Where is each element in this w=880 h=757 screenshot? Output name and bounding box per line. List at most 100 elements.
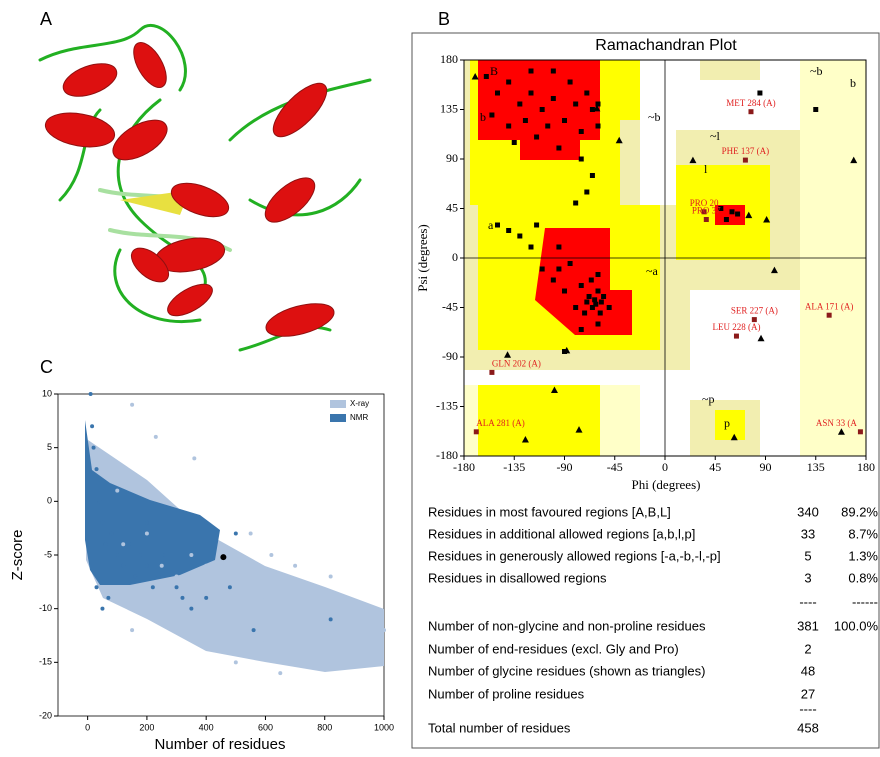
outlier-point — [748, 109, 753, 114]
residue-point — [556, 245, 561, 250]
y-tick-label: -20 — [39, 710, 52, 720]
helices — [43, 37, 338, 342]
region-label: B — [490, 64, 498, 78]
residue-point — [735, 212, 740, 217]
y-tick-label: -45 — [442, 299, 458, 313]
residue-point — [506, 80, 511, 85]
point — [175, 628, 179, 632]
point — [228, 585, 232, 589]
region-label: ~a — [646, 264, 658, 278]
outlier-point — [858, 429, 863, 434]
residue-point — [534, 135, 539, 140]
table-label: Residues in most favoured regions [A,B,L… — [428, 504, 671, 519]
residue-point — [529, 69, 534, 74]
x-tick-label: 200 — [139, 722, 154, 732]
residue-point — [596, 124, 601, 129]
point — [139, 553, 143, 557]
table-label: Number of glycine residues (shown as tri… — [428, 663, 705, 678]
table-percent: 1.3% — [848, 548, 878, 563]
y-tick-label: -5 — [44, 549, 52, 559]
point — [278, 671, 282, 675]
point — [121, 542, 125, 546]
point — [308, 617, 312, 621]
residue-point — [568, 80, 573, 85]
residue-point — [551, 278, 556, 283]
point — [109, 532, 113, 536]
residue-point — [593, 302, 598, 307]
x-tick-label: -90 — [557, 460, 573, 474]
residue-point — [592, 297, 597, 302]
point — [121, 564, 125, 568]
point — [145, 607, 149, 611]
point — [145, 521, 149, 525]
table-label: Residues in generously allowed regions [… — [428, 548, 721, 563]
point — [323, 660, 327, 664]
point — [234, 628, 238, 632]
x-tick-label: 400 — [199, 722, 214, 732]
y-tick-label: 5 — [47, 442, 52, 452]
residue-point — [573, 102, 578, 107]
canvas: A B C B b ~b a ~a l ~l p ~p ~b b Ramacha… — [0, 0, 880, 757]
point — [163, 553, 167, 557]
point — [323, 607, 327, 611]
table-count: 33 — [801, 526, 815, 541]
table-label: Total number of residues — [428, 720, 571, 735]
y-tick-label: 0 — [452, 250, 458, 264]
table-count: 381 — [797, 618, 819, 633]
point — [175, 574, 179, 578]
residue-point — [599, 300, 604, 305]
point — [204, 639, 208, 643]
residue-point — [584, 300, 589, 305]
outlier-point — [827, 313, 832, 318]
residue-point — [724, 217, 729, 222]
residue-point — [598, 311, 603, 316]
residue-point — [551, 69, 556, 74]
residue-point — [582, 311, 587, 316]
outlier-point — [704, 217, 709, 222]
y-tick-label: 90 — [446, 151, 458, 165]
point — [234, 660, 238, 664]
point — [100, 521, 104, 525]
point — [180, 596, 184, 600]
x-tick-label: 180 — [857, 460, 875, 474]
point — [382, 628, 386, 632]
point — [210, 585, 214, 589]
point — [160, 564, 164, 568]
legend-label: X-ray — [350, 399, 369, 408]
y-tick-label: -180 — [436, 448, 458, 462]
point — [249, 585, 253, 589]
point — [278, 585, 282, 589]
highlight-point — [220, 554, 226, 560]
x-axis-label: Number of residues — [155, 736, 286, 753]
outlier-point — [474, 429, 479, 434]
point — [293, 650, 297, 654]
x-tick-label: 135 — [807, 460, 825, 474]
residue-point — [579, 157, 584, 162]
region-label: p — [724, 416, 730, 430]
residue-point — [545, 124, 550, 129]
point — [252, 628, 256, 632]
point — [130, 403, 134, 407]
region-label: ~p — [702, 392, 715, 406]
point — [367, 639, 371, 643]
x-tick-label: 90 — [760, 460, 772, 474]
residue-point — [587, 294, 592, 299]
point — [97, 499, 101, 503]
region-label: b — [480, 110, 486, 124]
x-axis-label: Phi (degrees) — [632, 477, 701, 492]
point — [192, 456, 196, 460]
residue-point — [506, 124, 511, 129]
region-label: ~l — [710, 129, 720, 143]
residue-point — [495, 223, 500, 228]
point — [269, 553, 273, 557]
residue-point — [529, 91, 534, 96]
point — [92, 446, 96, 450]
y-axis-label: Z-score — [9, 530, 26, 581]
panel-label: A — [40, 9, 52, 29]
point — [329, 617, 333, 621]
outlier-point — [743, 158, 748, 163]
point — [95, 467, 99, 471]
x-tick-label: 0 — [662, 460, 668, 474]
outlier-label: ASN 33 (A — [816, 418, 858, 428]
residue-point — [540, 107, 545, 112]
